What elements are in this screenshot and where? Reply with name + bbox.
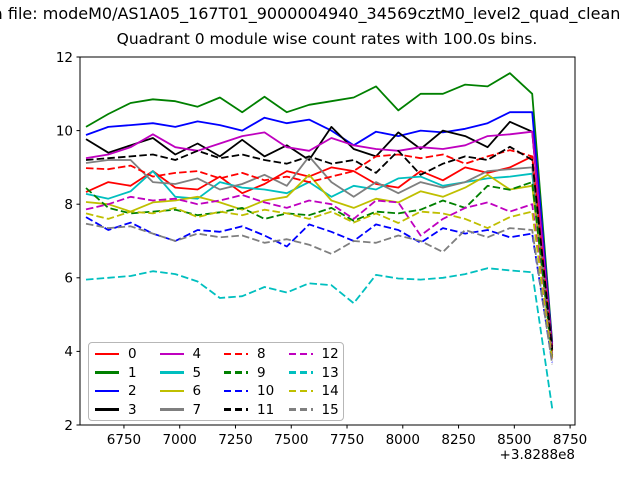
legend-item-14: 14 <box>288 383 339 399</box>
legend-item-9: 9 <box>224 365 266 381</box>
y-tick-label: 6 <box>64 271 73 287</box>
y-tick-label: 8 <box>64 197 73 213</box>
legend-swatch-13-dashed-line-icon <box>288 371 313 374</box>
legend-item-2: 2 <box>95 383 137 399</box>
legend-item-0: 0 <box>95 346 137 362</box>
legend-swatch-8-dashed-line-icon <box>224 352 248 356</box>
axes-title: Quadrant 0 module wise count rates with … <box>116 30 538 48</box>
legend-item-15: 15 <box>288 401 339 418</box>
legend-label-4: 4 <box>192 346 202 362</box>
axes-frame <box>79 56 576 426</box>
legend-swatch-3-solid-line-icon <box>95 408 119 411</box>
series-line-6 <box>85 173 554 356</box>
legend-item-7: 7 <box>159 401 202 418</box>
x-tick-label: 7000 <box>163 432 197 448</box>
x-axis-offset-label: +3.8288e8 <box>499 447 575 463</box>
legend-label-8: 8 <box>257 346 266 362</box>
series-line-12 <box>85 194 554 359</box>
legend-label-12: 12 <box>321 346 339 362</box>
legend-item-1: 1 <box>95 365 137 381</box>
legend-swatch-14-dashed-line-icon <box>288 389 313 393</box>
x-tick-label: 7500 <box>274 432 308 448</box>
legend-label-5: 5 <box>192 364 202 381</box>
y-tick-label: 4 <box>64 344 73 360</box>
series-line-0 <box>85 155 554 350</box>
legend-box: 0 1 2 3 4 5 6 7 8 9 10 11 12 13 14 15 <box>88 342 344 421</box>
legend-label-13: 13 <box>321 364 339 381</box>
legend-label-10: 10 <box>257 383 275 399</box>
legend-label-7: 7 <box>192 401 202 418</box>
series-line-14 <box>85 206 554 361</box>
legend-swatch-1-solid-line-icon <box>95 371 119 374</box>
legend-swatch-0-solid-line-icon <box>95 352 119 356</box>
legend-item-4: 4 <box>159 346 202 362</box>
legend-label-11: 11 <box>257 401 275 418</box>
x-tick-label: 8000 <box>386 432 420 448</box>
legend-item-13: 13 <box>288 364 339 381</box>
series-line-15 <box>85 222 554 365</box>
legend-swatch-7-solid-line-icon <box>159 408 184 411</box>
legend-item-12: 12 <box>288 346 339 362</box>
series-line-8 <box>85 149 554 352</box>
legend-item-6: 6 <box>159 383 202 399</box>
legend-label-14: 14 <box>321 383 339 399</box>
legend-label-9: 9 <box>257 364 266 381</box>
series-line-13 <box>85 267 554 409</box>
legend-swatch-6-solid-line-icon <box>159 389 184 393</box>
x-tick-label: 7750 <box>330 432 364 448</box>
legend-item-3: 3 <box>95 402 137 418</box>
series-line-5 <box>85 170 554 356</box>
x-tick-label: 6750 <box>107 432 141 448</box>
legend-label-1: 1 <box>128 364 137 381</box>
series-line-10 <box>85 216 554 363</box>
legend-swatch-15-dashed-line-icon <box>288 408 313 411</box>
y-tick-label: 10 <box>56 123 73 139</box>
y-tick-label: 12 <box>56 50 73 66</box>
legend-swatch-4-solid-line-icon <box>159 352 184 356</box>
legend-label-0: 0 <box>128 346 137 362</box>
legend-label-3: 3 <box>128 401 137 418</box>
legend-item-10: 10 <box>224 383 274 399</box>
series-line-4 <box>85 130 554 348</box>
series-line-7 <box>85 155 554 354</box>
series-line-1 <box>85 72 554 343</box>
x-tick-label: 7250 <box>218 432 252 448</box>
legend-swatch-10-dashed-line-icon <box>224 389 248 393</box>
series-line-2 <box>85 111 554 345</box>
legend-swatch-12-dashed-line-icon <box>288 352 313 356</box>
legend-swatch-5-solid-line-icon <box>159 371 184 374</box>
legend-item-8: 8 <box>224 346 266 362</box>
legend-item-11: 11 <box>224 402 274 418</box>
figure-suptitle: a file: modeM0/AS1A05_167T01_9000004940_… <box>0 4 621 23</box>
x-tick-label: 8750 <box>553 432 587 448</box>
legend-item-5: 5 <box>159 364 202 381</box>
legend-swatch-11-dashed-line-icon <box>224 408 248 411</box>
figure-suptitle-container: a file: modeM0/AS1A05_167T01_9000004940_… <box>0 0 640 28</box>
y-tick-label: 2 <box>64 418 73 434</box>
legend-label-2: 2 <box>128 383 137 399</box>
x-tick-label: 8500 <box>497 432 531 448</box>
legend-label-6: 6 <box>192 383 202 399</box>
legend-label-15: 15 <box>321 401 339 418</box>
x-tick-label: 8250 <box>441 432 475 448</box>
legend-swatch-9-dashed-line-icon <box>224 371 248 374</box>
series-line-11 <box>85 145 554 350</box>
legend-swatch-2-solid-line-icon <box>95 389 119 393</box>
